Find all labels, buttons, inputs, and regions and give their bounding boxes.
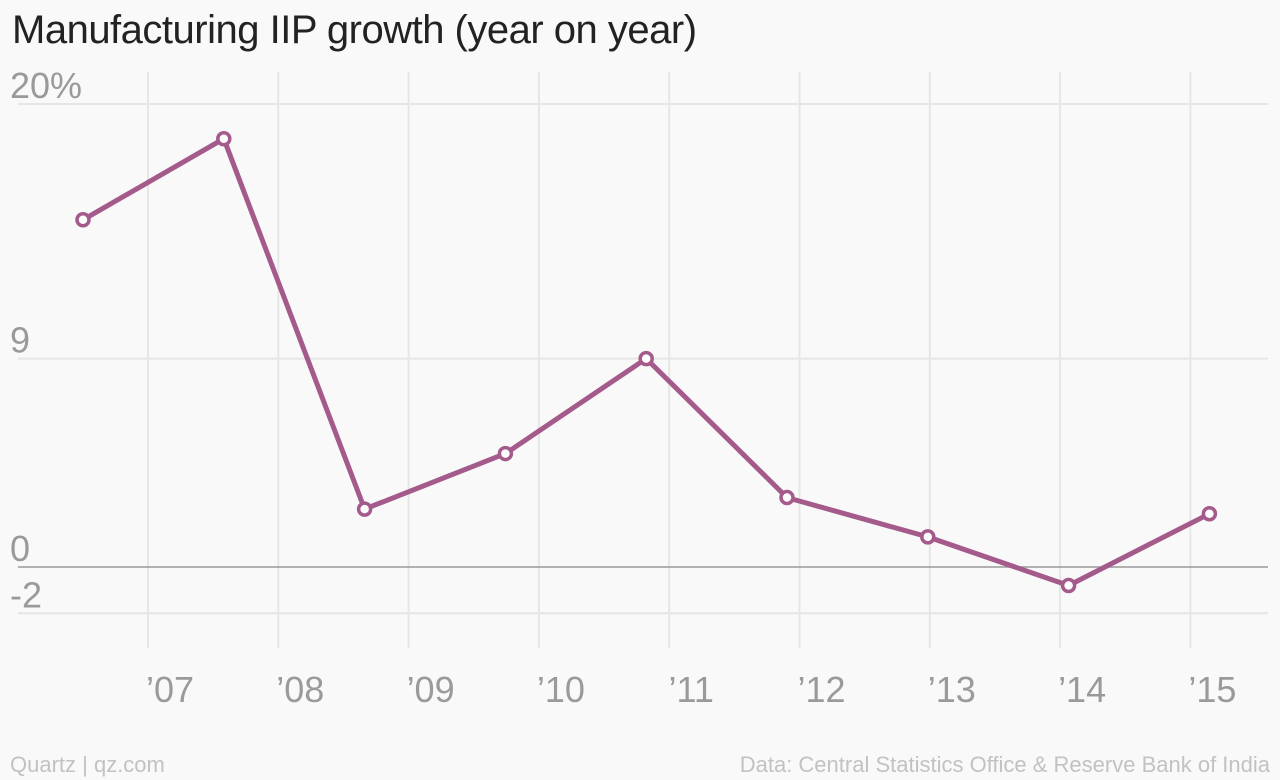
data-point bbox=[497, 445, 514, 462]
data-point bbox=[1060, 577, 1077, 594]
data-point bbox=[638, 350, 654, 367]
footer-data-source: Data: Central Statistics Office & Reserv… bbox=[739, 752, 1270, 777]
data-point bbox=[75, 212, 91, 228]
axis-tick-labels: 20% 9 0 -2 ’07 ’08 ’09 ’10 ’11 ’12 ’13 ’14 ’15 bbox=[10, 65, 1236, 710]
series-layer bbox=[75, 130, 1218, 594]
y-tick-label: 20% bbox=[10, 65, 82, 106]
data-point bbox=[216, 130, 232, 147]
x-tick-label: ’08 bbox=[276, 669, 324, 710]
y-tick-label: -2 bbox=[10, 574, 42, 615]
y-tick-label: 0 bbox=[10, 528, 30, 569]
data-point bbox=[779, 489, 795, 506]
x-tick-label: ’13 bbox=[928, 669, 976, 710]
x-tick-label: ’07 bbox=[146, 669, 194, 710]
chart-title: Manufacturing IIP growth (year on year) bbox=[12, 8, 697, 52]
x-tick-label: ’12 bbox=[797, 669, 845, 710]
y-tick-label: 9 bbox=[10, 320, 30, 361]
data-point bbox=[1201, 506, 1218, 522]
footer-credit: Quartz | qz.com bbox=[10, 752, 165, 777]
x-tick-label: ’15 bbox=[1188, 669, 1236, 710]
x-tick-label: ’09 bbox=[407, 669, 455, 710]
x-tick-label: ’14 bbox=[1058, 669, 1106, 710]
x-tick-label: ’11 bbox=[669, 669, 714, 710]
x-tick-label: ’10 bbox=[537, 669, 585, 710]
data-point bbox=[920, 529, 936, 545]
data-point bbox=[356, 501, 373, 517]
